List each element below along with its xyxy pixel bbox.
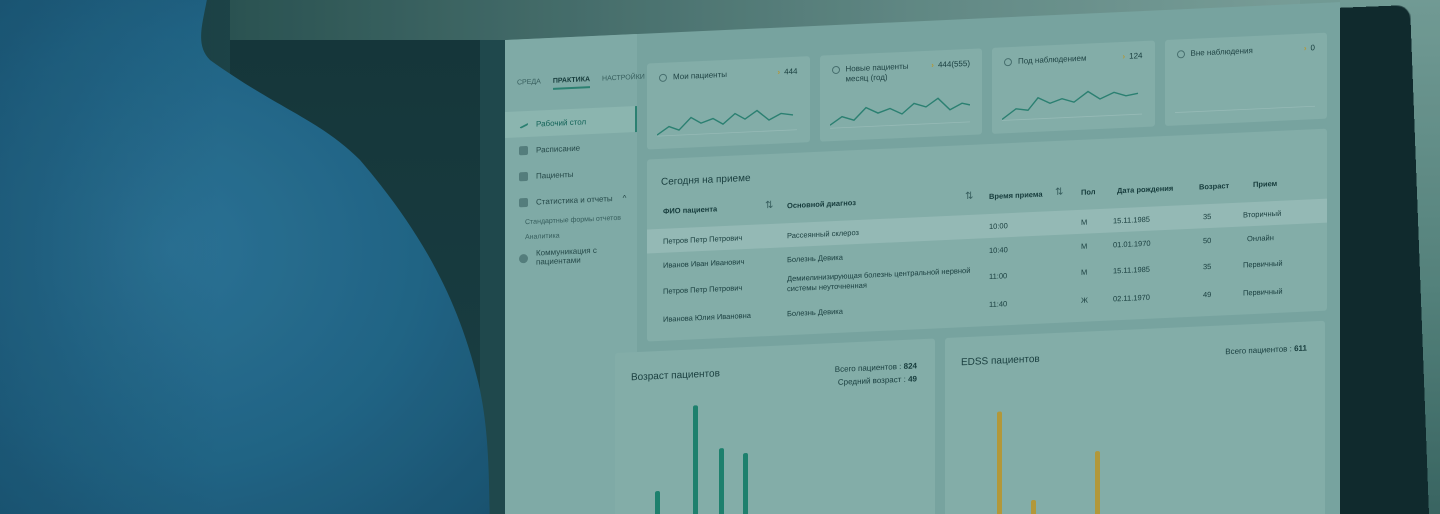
card-value: 124 bbox=[1129, 51, 1143, 61]
cell-name: Петров Петр Петрович bbox=[663, 233, 743, 246]
sidebar-item-label: Пациенты bbox=[536, 169, 574, 181]
cell-name: Иванов Иван Иванович bbox=[663, 257, 745, 270]
col-header-birthdate[interactable]: Дата рождения bbox=[1117, 183, 1174, 196]
sparkline bbox=[829, 97, 970, 129]
age-bar bbox=[743, 453, 748, 514]
cell-diagnosis: Болезнь Девика bbox=[787, 252, 843, 265]
col-header-time[interactable]: Время приема bbox=[989, 189, 1043, 202]
cell-sex: М bbox=[1081, 241, 1088, 251]
cell-age: 35 bbox=[1203, 261, 1212, 272]
top-tabs: СРЕДА ПРАКТИКА НАСТРОЙКИ bbox=[517, 74, 645, 92]
col-header-visit[interactable]: Прием bbox=[1253, 178, 1278, 190]
col-header-name[interactable]: ФИО пациента bbox=[663, 204, 718, 216]
stat-card-out-of-observation[interactable]: Вне наблюдения › 0 bbox=[1164, 32, 1327, 127]
edss-bar bbox=[997, 411, 1002, 514]
edss-bar bbox=[1031, 499, 1036, 514]
cell-visit: Онлайн bbox=[1247, 233, 1274, 244]
clock-icon bbox=[831, 65, 840, 75]
sidebar-item-label: Расписание bbox=[536, 143, 581, 155]
cell-sex: Ж bbox=[1081, 295, 1088, 305]
calendar-icon bbox=[519, 145, 528, 155]
stats-icon bbox=[519, 197, 528, 207]
cell-diagnosis: Болезнь Девика bbox=[787, 306, 843, 319]
sparkline bbox=[1002, 90, 1142, 121]
card-value: 0 bbox=[1310, 43, 1315, 53]
cell-visit: Вторичный bbox=[1243, 208, 1282, 220]
cell-name: Иванова Юлия Ивановна bbox=[663, 310, 751, 324]
cell-birthdate: 02.11.1970 bbox=[1113, 292, 1150, 304]
chevron-right-icon: › bbox=[777, 67, 781, 77]
person-shadow bbox=[0, 0, 220, 514]
col-header-diagnosis[interactable]: Основной диагноз bbox=[787, 198, 856, 211]
chevron-right-icon: › bbox=[931, 60, 934, 70]
card-value: 444(555) bbox=[937, 58, 970, 70]
age-bar bbox=[693, 405, 698, 514]
age-bar bbox=[719, 448, 724, 514]
trend-icon bbox=[518, 119, 529, 129]
cell-age: 49 bbox=[1203, 289, 1212, 300]
patients-icon bbox=[519, 171, 528, 181]
cell-time: 10:00 bbox=[989, 221, 1008, 232]
sparkline bbox=[657, 109, 797, 137]
tab-praktika[interactable]: ПРАКТИКА bbox=[552, 76, 591, 90]
cell-time: 10:40 bbox=[989, 245, 1008, 256]
stat-cards: Мои пациенты › 444 Новые пациенты месяц … bbox=[647, 32, 1327, 150]
sparkline bbox=[1174, 105, 1315, 113]
clock-icon bbox=[659, 73, 667, 83]
chevron-up-icon: ^ bbox=[622, 192, 627, 203]
stat-card-new-patients[interactable]: Новые пациенты месяц (год) › 444(555) bbox=[819, 48, 982, 142]
card-value: 444 bbox=[784, 66, 798, 77]
tab-sreda[interactable]: СРЕДА bbox=[517, 78, 541, 87]
card-title: Новые пациенты месяц (год) bbox=[845, 61, 909, 84]
card-title: Мои пациенты bbox=[673, 69, 728, 82]
sort-icon[interactable]: ⇅ bbox=[1055, 186, 1064, 199]
cell-diagnosis: Демиелинизирующая болезнь центральной не… bbox=[787, 265, 971, 294]
cell-age: 50 bbox=[1203, 235, 1212, 246]
cell-sex: М bbox=[1081, 267, 1088, 277]
cell-time: 11:00 bbox=[989, 271, 1008, 282]
clock-icon bbox=[1004, 57, 1012, 67]
panel-title: Сегодня на приеме bbox=[661, 172, 751, 188]
cell-birthdate: 15.11.1985 bbox=[1113, 214, 1150, 226]
sort-icon[interactable]: ⇅ bbox=[965, 190, 974, 203]
cell-visit: Первичный bbox=[1243, 286, 1283, 298]
cell-birthdate: 01.01.1970 bbox=[1113, 238, 1151, 250]
cell-birthdate: 15.11.1985 bbox=[1113, 264, 1150, 276]
monitor-screen: СРЕДА ПРАКТИКА НАСТРОЙКИ Рабочий стол Ра… bbox=[505, 2, 1340, 514]
cell-diagnosis: Рассеянный склероз bbox=[787, 227, 859, 241]
today-appointments-panel: Сегодня на приеме ФИО пациента ⇅ Основно… bbox=[647, 128, 1327, 342]
age-bar bbox=[655, 491, 660, 514]
sidebar-nav: Рабочий стол Расписание Пациенты Статист… bbox=[505, 106, 637, 272]
chevron-right-icon: › bbox=[1122, 51, 1126, 61]
sidebar-item-label: Рабочий стол bbox=[536, 116, 587, 129]
age-bar-chart bbox=[655, 405, 748, 514]
card-title: Вне наблюдения bbox=[1190, 46, 1253, 58]
cell-name: Петров Петр Петрович bbox=[663, 283, 743, 296]
stat-card-my-patients[interactable]: Мои пациенты › 444 bbox=[647, 56, 810, 150]
age-chart-panel: Возраст пациентов Всего пациентов : 824 … bbox=[615, 338, 935, 514]
cell-visit: Первичный bbox=[1243, 258, 1283, 270]
edss-chart-panel: EDSS пациентов Всего пациентов : 611 bbox=[945, 320, 1325, 514]
sidebar-item-label: Статистика и отчеты bbox=[536, 193, 613, 207]
sidebar-item-label: Коммуникация с пациентами bbox=[536, 245, 597, 267]
col-header-age[interactable]: Возраст bbox=[1199, 181, 1230, 192]
tab-nastroiki[interactable]: НАСТРОЙКИ bbox=[602, 73, 645, 83]
col-header-sex[interactable]: Пол bbox=[1081, 187, 1096, 197]
clock-icon bbox=[1176, 50, 1185, 59]
cell-sex: М bbox=[1081, 217, 1088, 227]
chat-icon bbox=[519, 253, 528, 263]
card-title: Под наблюдением bbox=[1018, 53, 1087, 66]
cell-age: 35 bbox=[1203, 211, 1212, 222]
stat-card-observation[interactable]: Под наблюдением › 124 bbox=[992, 40, 1155, 134]
sort-icon[interactable]: ⇅ bbox=[765, 199, 774, 212]
edss-bar bbox=[1095, 451, 1100, 514]
cell-time: 11:40 bbox=[989, 299, 1008, 310]
edss-bar-chart bbox=[997, 411, 1100, 514]
chevron-right-icon: › bbox=[1303, 43, 1307, 53]
